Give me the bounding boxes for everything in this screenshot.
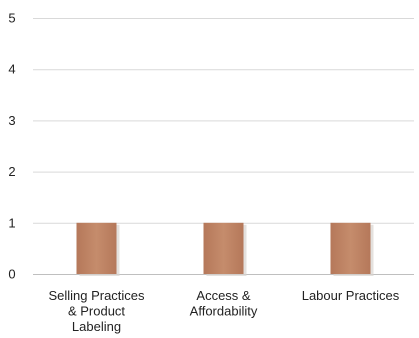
y-tick-label: 4 bbox=[8, 62, 15, 77]
x-axis: Selling Practices & Product Labeling Access… bbox=[48, 288, 399, 334]
x-tick-label: Access & Affordability bbox=[190, 288, 258, 319]
y-tick-label: 5 bbox=[8, 11, 15, 26]
y-axis: 0 1 2 3 4 5 bbox=[8, 11, 15, 282]
x-tick-label-line: & Product bbox=[68, 304, 125, 319]
x-tick-label-line: Affordability bbox=[190, 304, 258, 319]
bar-2 bbox=[330, 222, 371, 274]
x-tick-label-line: Labeling bbox=[72, 319, 121, 334]
y-tick-label: 3 bbox=[8, 113, 15, 128]
bar-0 bbox=[76, 222, 117, 274]
bars bbox=[76, 222, 374, 276]
y-tick-label: 2 bbox=[8, 164, 15, 179]
y-tick-label: 1 bbox=[8, 215, 15, 230]
x-tick-label-line: Selling Practices bbox=[48, 288, 145, 303]
x-tick-label: Selling Practices & Product Labeling bbox=[48, 288, 145, 334]
x-tick-label-line: Labour Practices bbox=[302, 288, 400, 303]
x-tick-label: Labour Practices bbox=[302, 288, 400, 303]
x-tick-label-line: Access & bbox=[196, 288, 251, 303]
y-tick-label: 0 bbox=[8, 267, 15, 282]
bar-1 bbox=[203, 222, 244, 274]
